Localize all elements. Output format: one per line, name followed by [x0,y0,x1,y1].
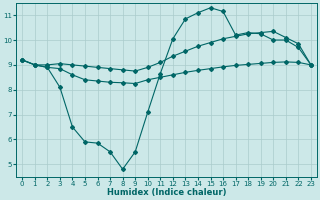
X-axis label: Humidex (Indice chaleur): Humidex (Indice chaleur) [107,188,226,197]
